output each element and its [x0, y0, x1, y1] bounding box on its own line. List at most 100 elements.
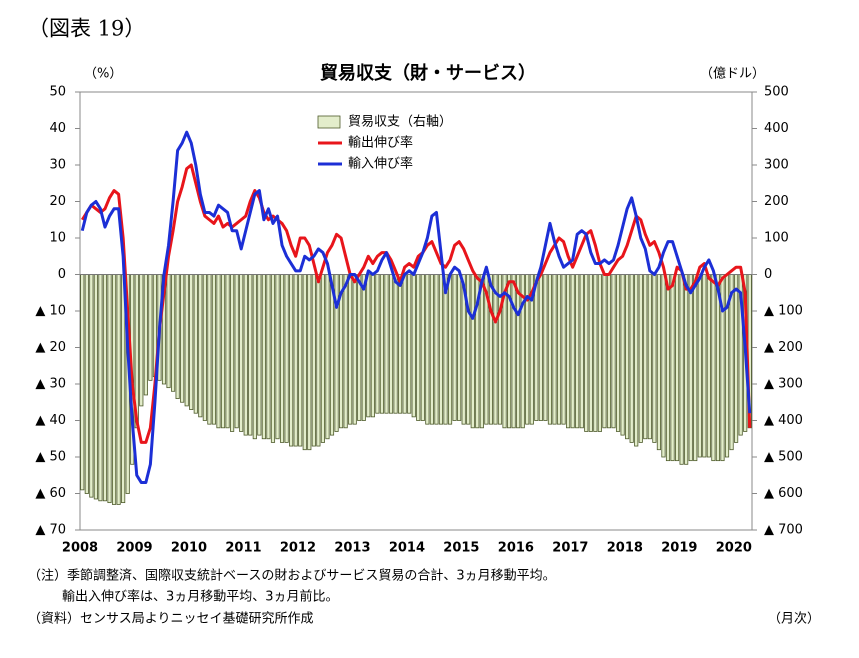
x-tick-label: 2020	[716, 541, 752, 556]
x-tick-label: 2008	[62, 541, 98, 556]
bar	[189, 274, 194, 410]
bar	[606, 274, 612, 429]
bar	[248, 274, 253, 436]
y2-tick-label: 0	[764, 267, 772, 282]
bar	[429, 274, 434, 425]
bar	[416, 274, 421, 421]
bar	[511, 274, 516, 429]
x-axis-label: （月次）	[768, 611, 820, 627]
bar	[398, 274, 403, 414]
bar	[225, 274, 230, 429]
line	[80, 163, 752, 444]
bar	[89, 274, 94, 498]
x-tick-label: 2019	[661, 541, 697, 556]
bar	[611, 274, 616, 429]
y-tick-label: ▲ 10	[35, 304, 66, 319]
x-tick-label: 2016	[498, 541, 534, 556]
bar	[643, 274, 648, 440]
bar	[180, 274, 185, 403]
bar	[230, 274, 235, 432]
bar	[111, 274, 117, 505]
bar	[257, 274, 262, 436]
bar	[647, 274, 652, 440]
bar	[566, 274, 571, 429]
bar	[243, 274, 248, 436]
bar	[275, 274, 280, 440]
bar	[575, 274, 580, 429]
y2-tick-label: ▲ 300	[764, 377, 803, 392]
y-tick-label: ▲ 60	[35, 486, 66, 501]
y-axis-label: （%）	[84, 67, 122, 82]
bar	[202, 274, 207, 421]
bar	[538, 274, 543, 421]
bar	[370, 274, 375, 418]
bar	[384, 274, 389, 414]
bar	[357, 274, 362, 421]
x-tick-label: 2017	[552, 541, 588, 556]
bar	[702, 274, 707, 458]
y2-axis-label: （億ドル）	[700, 66, 765, 82]
x-tick-label: 2013	[334, 541, 370, 556]
bar	[665, 274, 671, 462]
y2-tick-label: ▲ 700	[764, 523, 803, 538]
y2-tick-label: ▲ 400	[764, 413, 803, 428]
bar	[734, 274, 739, 443]
bar	[239, 274, 244, 432]
bar	[325, 274, 330, 440]
bar	[366, 274, 371, 418]
bar	[443, 274, 448, 425]
bar	[693, 274, 698, 462]
bar	[556, 274, 562, 425]
y2-tick-label: ▲ 200	[764, 340, 803, 355]
bar	[652, 274, 657, 443]
bar	[552, 274, 557, 425]
bar	[234, 274, 239, 429]
bar	[543, 274, 548, 421]
bar	[84, 274, 89, 494]
bar	[675, 274, 680, 462]
bar	[143, 274, 148, 396]
bar	[661, 274, 666, 458]
bar	[116, 274, 121, 505]
bar	[379, 274, 385, 414]
bar	[352, 274, 357, 425]
y-tick-label: ▲ 30	[35, 377, 66, 392]
y2-tick-label: 500	[764, 85, 789, 100]
bar	[579, 274, 584, 429]
bar	[602, 274, 607, 429]
bar	[457, 274, 462, 421]
y-tick-label: 20	[49, 194, 66, 209]
bar	[593, 274, 598, 432]
y2-tick-label: ▲ 500	[764, 450, 803, 465]
bar	[307, 274, 312, 451]
bar	[375, 274, 380, 414]
x-tick-label: 2011	[225, 541, 261, 556]
legend-swatch	[317, 115, 341, 129]
x-tick-label: 2018	[607, 541, 643, 556]
bar	[625, 274, 630, 440]
bar	[656, 274, 661, 451]
y-tick-label: 0	[58, 267, 66, 282]
bar	[407, 274, 412, 414]
bar	[588, 274, 593, 432]
bar	[629, 274, 634, 443]
bar	[402, 274, 407, 414]
bar	[697, 274, 702, 458]
x-tick-label: 2010	[171, 541, 207, 556]
x-tick-label: 2015	[443, 541, 479, 556]
bar	[270, 274, 276, 443]
y2-tick-label: ▲ 600	[764, 486, 803, 501]
bar	[320, 274, 325, 443]
bar	[615, 274, 621, 432]
bar	[311, 274, 316, 447]
bar	[107, 274, 112, 504]
x-tick-label: 2009	[116, 541, 152, 556]
line	[80, 130, 752, 485]
bar	[207, 274, 212, 425]
bar	[171, 274, 176, 392]
bar	[634, 274, 639, 447]
note: （注）季節調整済、国際収支統計ベースの財およびサービス貿易の合計、3ヵ月移動平均…	[28, 568, 556, 584]
bar	[93, 274, 98, 500]
bar	[393, 274, 398, 414]
y-tick-label: ▲ 20	[35, 340, 66, 355]
